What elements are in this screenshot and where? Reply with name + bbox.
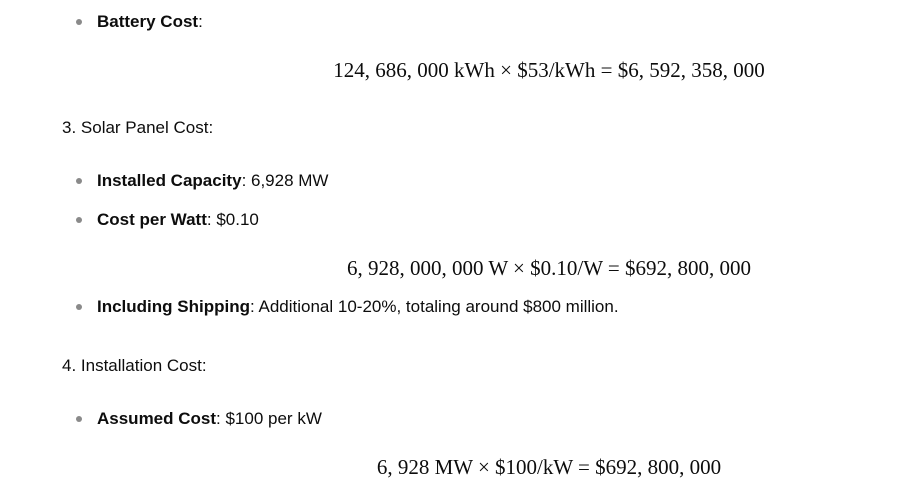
item-text: : $100 per kW [216, 409, 322, 428]
equation-solar: 6, 928, 000, 000 W × $0.10/W = $692, 800… [346, 256, 752, 280]
item-text: : $0.10 [206, 210, 259, 229]
heading-text: 4. Installation Cost: [62, 356, 207, 375]
bullet-icon [76, 217, 82, 223]
equation-battery: 124, 686, 000 kWh × $53/kWh = $6, 592, 3… [333, 58, 765, 82]
item-text: : [198, 12, 203, 31]
bullet-icon [76, 178, 82, 184]
item-text: : 6,928 MW [241, 171, 329, 190]
bullet-icon [76, 19, 82, 25]
equation-installation: 6, 928 MW × $100/kW = $692, 800, 000 [376, 455, 722, 479]
heading-text: 3. Solar Panel Cost: [62, 118, 214, 137]
bullet-icon [76, 304, 82, 310]
bullet-icon [76, 416, 82, 422]
item-text: : Additional 10-20%, totaling around $80… [249, 297, 619, 316]
item-label: Battery Cost [97, 12, 199, 31]
item-label: Including Shipping [97, 297, 250, 316]
item-label: Cost per Watt [97, 210, 207, 229]
item-label: Installed Capacity [97, 171, 242, 190]
item-label: Assumed Cost [97, 409, 217, 428]
